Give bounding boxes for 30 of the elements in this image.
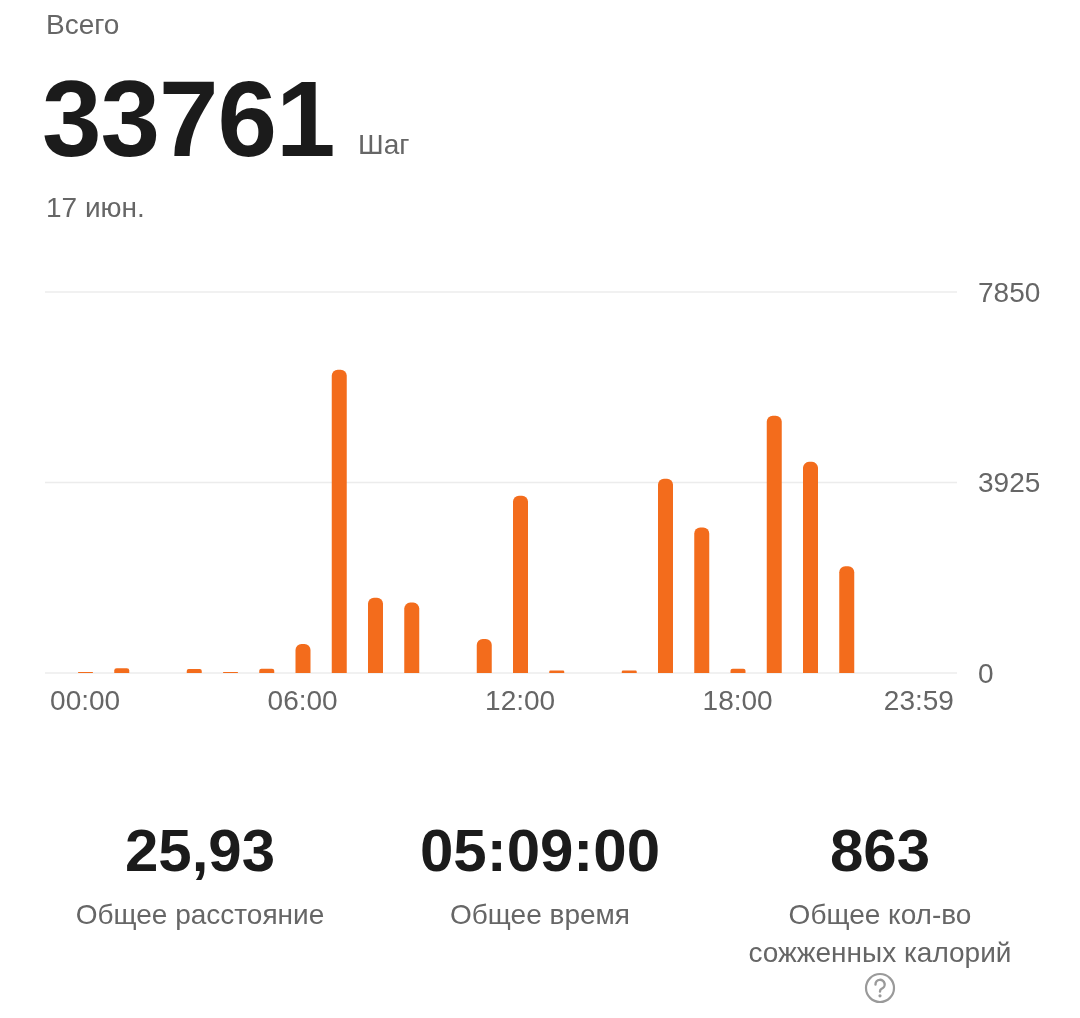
text: Шаг (358, 129, 410, 160)
text: 25,93 (123, 817, 277, 884)
y-tick-label: 3925 (978, 467, 1041, 499)
bar (368, 597, 383, 673)
bar (404, 602, 420, 673)
x-tick-label: 00:00 (50, 684, 121, 716)
bar (839, 566, 855, 673)
bar (658, 478, 673, 673)
bar (766, 415, 782, 673)
bar (694, 527, 710, 673)
x-tick-label: 23:59 (883, 684, 954, 716)
bar (476, 639, 492, 673)
chart-subtitle: 17 июн. (46, 192, 145, 223)
y-tick-label: 0 (978, 657, 994, 689)
chart-title: Всего (46, 9, 120, 40)
bar (114, 668, 130, 673)
bar (803, 461, 818, 673)
bar (331, 369, 347, 673)
x-tick-label: 06:00 (267, 684, 338, 716)
text: 863 (828, 817, 932, 884)
y-tick-label: 7850 (978, 276, 1041, 308)
bar (295, 643, 311, 673)
text: 05:09:00 (418, 817, 662, 884)
x-tick-label: 12:00 (485, 684, 556, 716)
text: Общее расстояние (74, 898, 326, 932)
text: 33761 (42, 59, 335, 179)
bar (513, 495, 528, 673)
text: Общее время (449, 898, 631, 932)
x-tick-label: 18:00 (702, 684, 773, 716)
text: Общее кол-во сожженных калорий (747, 898, 1013, 970)
